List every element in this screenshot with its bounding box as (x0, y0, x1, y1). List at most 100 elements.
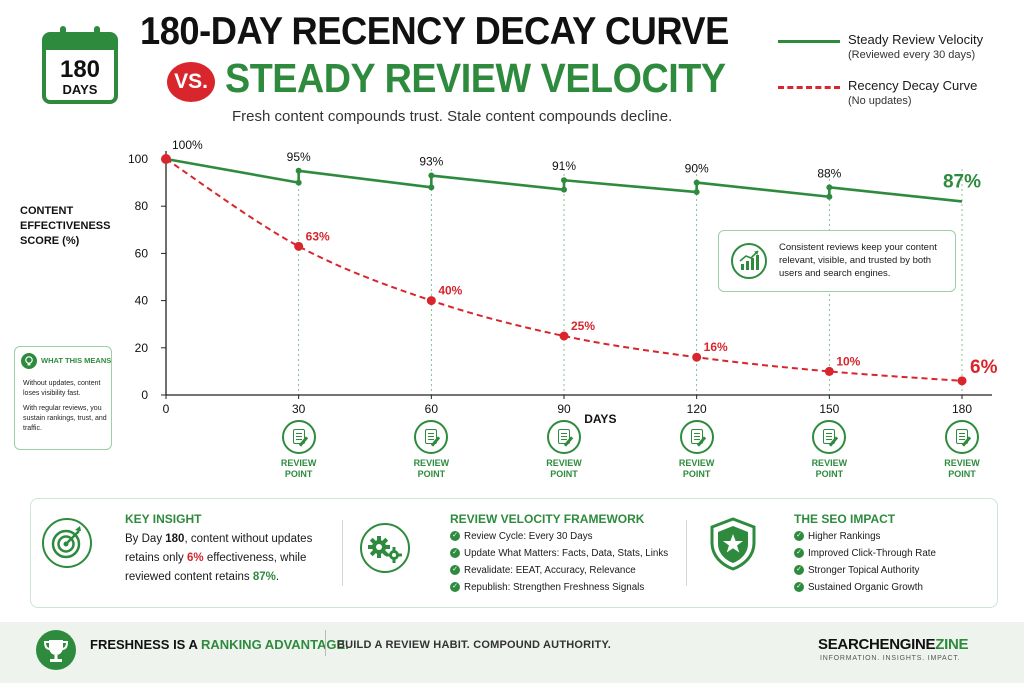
list-item: Stronger Topical Authority (794, 562, 936, 579)
review-point-label: REVIEW POINT (811, 458, 848, 479)
list-item: Higher Rankings (794, 528, 936, 545)
list-item: Revalidate: EEAT, Accuracy, Relevance (450, 562, 668, 579)
steady-data-label: 90% (685, 162, 709, 176)
decay-point (957, 376, 967, 386)
steady-data-label: 93% (419, 155, 443, 169)
what-this-means-title: WHAT THIS MEANS (41, 356, 112, 365)
legend-steady-sub: (Reviewed every 30 days) (848, 49, 976, 61)
steady-data-label: 91% (552, 159, 576, 173)
review-point-label: REVIEW POINT (546, 458, 582, 479)
document-edit-icon (679, 420, 714, 454)
calendar-icon: 180 DAYS (42, 26, 118, 104)
steady-point (561, 186, 567, 193)
review-point: REVIEW POINT (544, 420, 584, 480)
decay-point (426, 296, 436, 306)
decay-point (294, 241, 304, 251)
x-tick-label: 30 (292, 402, 306, 416)
y-tick-label: 100 (128, 152, 148, 166)
review-point: REVIEW POINT (677, 420, 717, 480)
steady-point (295, 167, 302, 174)
footer-subtagline: BUILD A REVIEW HABIT. COMPOUND AUTHORITY… (337, 639, 612, 651)
legend-decay-sub: (No updates) (848, 95, 912, 107)
steady-data-label: 100% (172, 138, 203, 152)
steady-data-label: 95% (287, 150, 311, 164)
x-tick-label: 60 (425, 402, 439, 416)
badge-label: DAYS (62, 82, 98, 97)
decay-data-label: 63% (306, 229, 330, 243)
review-point-label: REVIEW POINT (678, 458, 715, 479)
target-icon (42, 518, 92, 568)
footer-band (0, 622, 1024, 683)
steady-point (428, 184, 435, 191)
info-callout: Consistent reviews keep your content rel… (718, 230, 956, 292)
decay-point (692, 352, 702, 362)
review-point: REVIEW POINT (279, 420, 319, 480)
lightbulb-icon (21, 353, 37, 369)
document-edit-icon (414, 420, 449, 454)
framework-list: Review Cycle: Every 30 Days Update What … (450, 528, 668, 596)
y-axis-label: CONTENT EFFECTIVENESS SCORE (%) (20, 205, 111, 247)
steady-data-label: 87% (943, 171, 981, 192)
decay-data-label: 10% (836, 354, 860, 368)
x-tick-label: 180 (952, 402, 972, 416)
decay-point (824, 366, 834, 376)
y-tick-label: 60 (135, 246, 149, 260)
key-insight-text: By Day 180, content without updates reta… (125, 533, 313, 583)
steady-data-label: 88% (817, 166, 841, 180)
list-item: Sustained Organic Growth (794, 579, 936, 596)
x-tick-label: 150 (819, 402, 839, 416)
x-tick-label: 120 (687, 402, 707, 416)
x-axis-label: DAYS (584, 412, 616, 426)
decay-data-label: 25% (571, 319, 595, 333)
decay-data-label: 40% (438, 284, 462, 298)
page-title-line2: STEADY REVIEW VELOCITY (225, 55, 726, 101)
what-this-means-card: WHAT THIS MEANS Without updates, content… (14, 346, 112, 450)
review-point: REVIEW POINT (411, 420, 451, 480)
panel-divider (342, 520, 343, 586)
steady-point (561, 177, 567, 184)
what-this-means-text-1: Without updates, content loses visibilit… (23, 380, 101, 397)
steady-point (693, 189, 700, 196)
review-point-label: REVIEW POINT (280, 458, 317, 479)
footer-divider (325, 630, 326, 656)
page-title-line1: 180-DAY RECENCY DECAY CURVE (140, 10, 729, 53)
list-item: Update What Matters: Facts, Data, Stats,… (450, 545, 668, 562)
brand-logo: SEARCHENGINEZINE (818, 636, 969, 653)
info-callout-text: Consistent reviews keep your content rel… (779, 242, 937, 279)
legend-decay-name: Recency Decay Curve (848, 78, 978, 93)
document-edit-icon (945, 420, 979, 454)
document-edit-icon (281, 420, 316, 454)
decay-point (161, 154, 171, 164)
steady-point (295, 179, 302, 186)
key-insight-steady-pct: 87% (252, 571, 276, 583)
page-subtitle: Fresh content compounds trust. Stale con… (232, 108, 673, 125)
legend-steady-name: Steady Review Velocity (848, 32, 984, 47)
review-point-label: REVIEW POINT (944, 458, 980, 479)
badge-number: 180 (59, 56, 101, 83)
key-insight-title: KEY INSIGHT (125, 512, 202, 526)
seo-impact-list: Higher Rankings Improved Click-Through R… (794, 528, 936, 596)
panel-divider (686, 520, 687, 586)
steady-point (826, 193, 833, 200)
growth-chart-icon (731, 243, 767, 279)
legend-decay-swatch (778, 86, 840, 89)
steady-point (428, 172, 435, 179)
x-tick-label: 0 (163, 402, 170, 416)
gears-icon (360, 523, 410, 573)
list-item: Improved Click-Through Rate (794, 545, 936, 562)
review-point: REVIEW POINT (942, 420, 982, 480)
decay-data-label: 6% (970, 357, 998, 378)
x-tick-label: 90 (557, 402, 571, 416)
vs-badge: VS. (167, 62, 215, 102)
decay-data-label: 16% (704, 340, 728, 354)
brand-tagline: INFORMATION. INSIGHTS. IMPACT. (820, 655, 961, 662)
list-item: Republish: Strengthen Freshness Signals (450, 579, 668, 596)
review-point-label: REVIEW POINT (413, 458, 450, 479)
seo-impact-title: THE SEO IMPACT (794, 512, 896, 526)
decay-point (559, 331, 569, 341)
trophy-icon (36, 630, 76, 670)
list-item: Review Cycle: Every 30 Days (450, 528, 668, 545)
footer-tagline: FRESHNESS IS A RANKING ADVANTAGE. (90, 637, 349, 652)
shield-star-icon (706, 516, 760, 572)
